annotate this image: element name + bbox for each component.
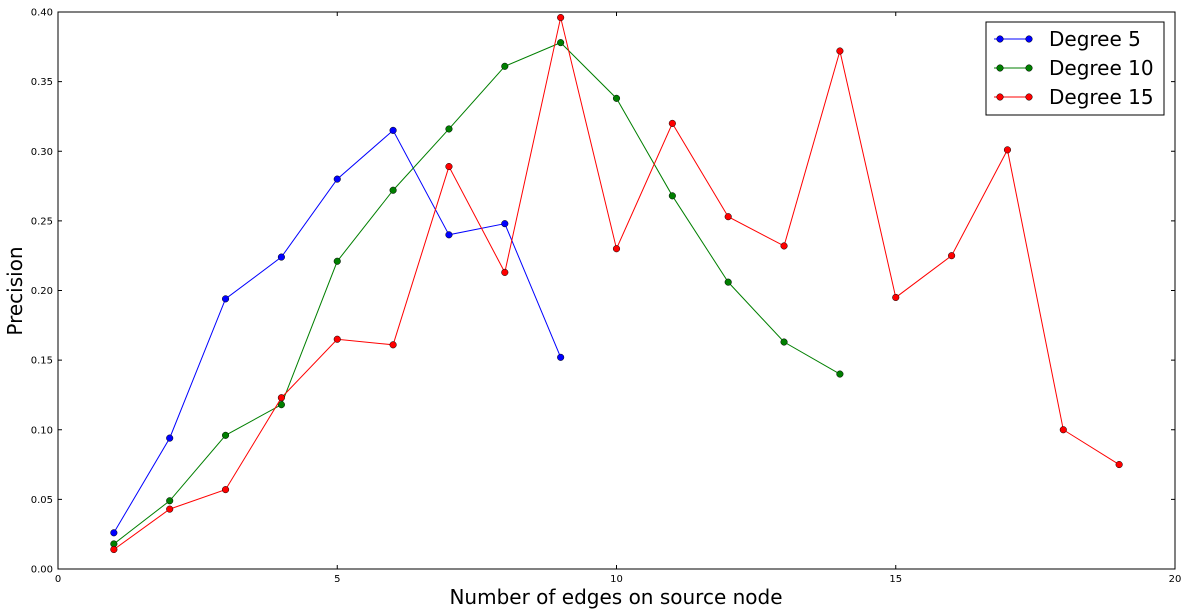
- data-point: [222, 295, 230, 303]
- legend-items: Degree 5 Degree 10 Degree 15: [994, 27, 1154, 109]
- x-tick-label: 5: [334, 574, 340, 585]
- data-point: [557, 353, 565, 361]
- x-tick-label: 20: [1169, 574, 1182, 585]
- data-point: [780, 338, 788, 346]
- data-point: [501, 220, 509, 228]
- data-point: [724, 213, 732, 221]
- data-point: [277, 253, 285, 261]
- legend-label: Degree 15: [1049, 85, 1154, 109]
- data-point: [557, 14, 565, 22]
- x-axis-title: Number of edges on source node: [449, 585, 782, 609]
- data-point: [333, 335, 341, 343]
- legend-item: Degree 5: [994, 27, 1141, 51]
- y-tick-label: 0.10: [31, 425, 53, 436]
- x-tick-label: 15: [889, 574, 902, 585]
- data-point: [389, 186, 397, 194]
- data-point: [277, 394, 285, 402]
- series-line: [113, 42, 841, 545]
- data-point: [668, 192, 676, 200]
- data-point: [836, 370, 844, 378]
- y-tick-label: 0.35: [31, 77, 53, 88]
- y-tick-label: 0.15: [31, 356, 53, 367]
- legend-item: Degree 10: [994, 56, 1154, 80]
- legend-marker: [1025, 93, 1033, 101]
- data-point: [110, 545, 118, 554]
- data-point: [724, 278, 732, 286]
- data-point: [333, 257, 341, 265]
- plot-frame: [57, 11, 1176, 570]
- data-point: [836, 47, 844, 55]
- series-line: [113, 129, 562, 534]
- data-point: [445, 163, 453, 171]
- y-tick-label: 0.00: [31, 565, 53, 576]
- data-point: [612, 245, 621, 253]
- legend-marker: [996, 35, 1004, 43]
- data-point: [1115, 461, 1123, 469]
- data-point: [501, 268, 509, 276]
- legend-label: Degree 5: [1049, 27, 1141, 51]
- y-tick-label: 0.40: [31, 8, 53, 19]
- legend: Degree 5 Degree 10 Degree 15: [985, 21, 1165, 116]
- series-3: [110, 14, 1123, 554]
- x-tick-label: 0: [55, 574, 61, 585]
- tick-labels: 0 5 10 15 20 0.00 0.05 0.10 0.15 0.20 0.25 0.30 0.35…: [31, 8, 1182, 586]
- legend-item: Degree 15: [994, 85, 1154, 109]
- data-point: [445, 125, 453, 133]
- y-tick-label: 0.20: [31, 286, 53, 297]
- data-point: [333, 175, 341, 183]
- series-2: [110, 39, 844, 548]
- data-point: [110, 529, 118, 537]
- data-point: [166, 497, 174, 505]
- data-point: [389, 341, 397, 349]
- legend-label: Degree 10: [1049, 56, 1154, 80]
- series-1: [110, 126, 565, 537]
- data-point: [1003, 146, 1012, 154]
- y-tick-label: 0.30: [31, 147, 53, 158]
- y-tick-label: 0.25: [31, 216, 53, 227]
- data-point: [222, 486, 230, 494]
- legend-marker: [996, 64, 1004, 72]
- data-point: [668, 119, 676, 127]
- data-point: [222, 431, 230, 439]
- data-point: [892, 293, 900, 302]
- data-point: [501, 62, 509, 70]
- legend-marker: [1025, 35, 1033, 43]
- legend-marker: [996, 93, 1004, 101]
- series-lines: [110, 14, 1123, 554]
- data-point: [948, 252, 956, 260]
- y-tick-label: 0.05: [31, 495, 53, 506]
- data-point: [389, 126, 397, 134]
- y-axis-title: Precision: [3, 246, 27, 335]
- data-point: [612, 94, 621, 102]
- data-point: [445, 231, 453, 239]
- data-point: [780, 242, 788, 250]
- x-tick-label: 10: [610, 574, 623, 585]
- data-point: [1059, 426, 1067, 434]
- data-point: [557, 39, 565, 47]
- legend-marker: [1025, 64, 1033, 72]
- data-point: [166, 505, 174, 513]
- data-point: [277, 401, 285, 409]
- data-point: [166, 434, 174, 442]
